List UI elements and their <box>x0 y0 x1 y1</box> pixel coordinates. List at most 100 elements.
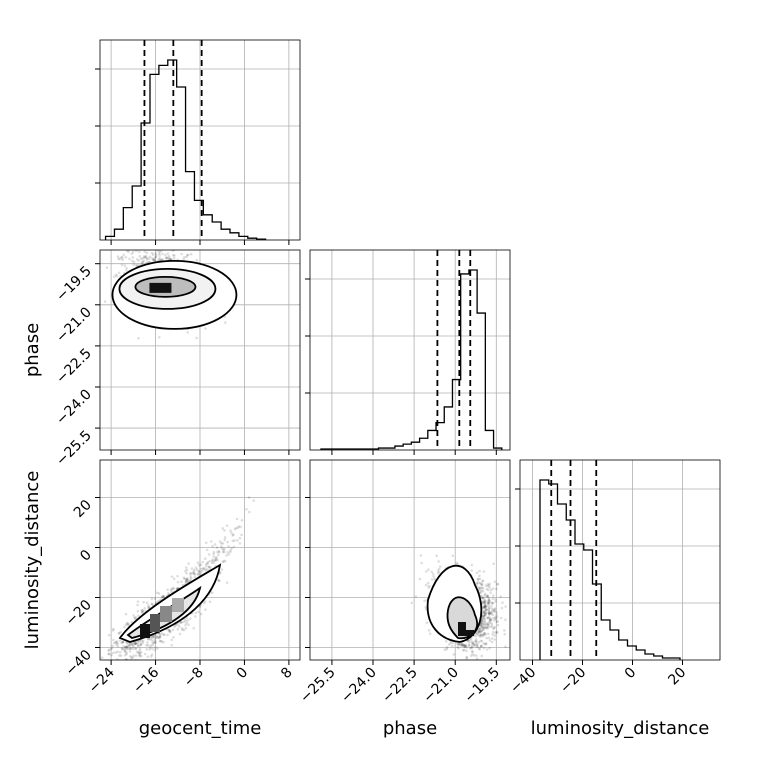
scatter-point <box>487 607 491 610</box>
scatter-point <box>137 614 140 618</box>
scatter-point <box>491 597 495 600</box>
scatter-point <box>487 606 491 609</box>
scatter-point <box>216 550 219 554</box>
scatter-point <box>185 578 189 582</box>
scatter-point <box>479 586 482 590</box>
scatter-point <box>124 658 128 660</box>
scatter-point <box>490 640 494 644</box>
scatter-point <box>115 643 118 646</box>
scatter-point <box>140 610 144 614</box>
scatter-point <box>487 612 491 615</box>
scatter-point <box>237 525 241 528</box>
scatter-point <box>229 548 233 552</box>
scatter-point <box>133 642 137 646</box>
scatter-point <box>484 605 487 609</box>
scatter-point <box>199 572 202 576</box>
scatter-point <box>484 624 488 627</box>
scatter-points-geocent_time-vs-luminosity_distance <box>100 496 255 660</box>
scatter-point <box>149 635 153 639</box>
scatter-point <box>182 576 186 580</box>
scatter-point <box>495 582 499 586</box>
scatter-point <box>218 540 222 543</box>
scatter-point <box>460 642 463 646</box>
scatter-point <box>490 601 494 605</box>
scatter-point <box>147 606 150 609</box>
scatter-point <box>478 630 481 634</box>
scatter-point <box>154 253 158 257</box>
scatter-point <box>134 642 138 646</box>
scatter-point <box>239 525 242 529</box>
scatter-point <box>484 611 488 615</box>
scatter-point <box>432 575 435 578</box>
hist-frame-luminosity_distance <box>520 460 720 660</box>
scatter-point <box>492 626 495 630</box>
scatter-point <box>480 583 484 587</box>
scatter-point <box>423 599 426 603</box>
scatter-point <box>425 621 429 624</box>
scatter-point <box>478 577 482 581</box>
scatter-point <box>455 561 459 565</box>
scatter-point <box>474 634 478 638</box>
scatter-point <box>151 258 155 262</box>
scatter-point <box>201 245 204 248</box>
scatter-point <box>470 640 473 643</box>
scatter-point <box>485 636 489 640</box>
scatter-point <box>479 633 483 636</box>
scatter-point <box>449 641 452 645</box>
scatter-point <box>495 630 499 634</box>
scatter-point <box>495 620 499 624</box>
scatter-point <box>503 629 506 632</box>
scatter-point <box>141 260 144 264</box>
scatter-point <box>475 581 479 585</box>
scatter-point <box>189 578 192 581</box>
scatter-point <box>499 595 502 598</box>
scatter-point <box>487 609 491 613</box>
scatter-point <box>465 649 468 653</box>
scatter-point <box>170 638 173 642</box>
scatter-point <box>138 654 142 657</box>
scatter-point <box>470 645 473 649</box>
scatter-point <box>148 648 151 651</box>
x-tick-label: −16 <box>130 664 162 696</box>
scatter-point <box>194 615 197 618</box>
hist-step-phase <box>320 269 503 450</box>
scatter-point <box>482 632 486 635</box>
scatter-point <box>149 637 152 641</box>
scatter-point <box>199 612 203 616</box>
scatter-point <box>125 645 128 649</box>
scatter-point <box>189 576 193 580</box>
scatter-point <box>496 620 499 623</box>
scatter-point <box>150 639 154 642</box>
scatter-point <box>231 534 235 537</box>
scatter-point <box>167 628 171 632</box>
scatter-point <box>176 628 180 631</box>
scatter-point <box>143 607 147 610</box>
scatter-point <box>166 633 169 637</box>
scatter-point <box>483 603 487 607</box>
scatter-point <box>158 635 161 639</box>
scatter-point <box>482 626 486 629</box>
scatter-point <box>110 646 114 650</box>
scatter-point <box>483 610 486 613</box>
scatter-point <box>479 635 482 639</box>
scatter-point <box>120 256 123 259</box>
scatter-point <box>490 609 494 613</box>
scatter-point <box>504 645 507 649</box>
scatter-point <box>221 542 225 545</box>
scatter-point <box>125 652 128 656</box>
scatter-point <box>471 641 474 645</box>
scatter-point <box>161 595 164 598</box>
scatter-point <box>240 518 244 522</box>
scatter-point <box>468 646 472 650</box>
scatter-point <box>168 629 171 633</box>
scatter-point <box>252 499 255 502</box>
scatter-point <box>223 550 226 554</box>
scatter-point <box>137 651 141 654</box>
scatter-point <box>152 641 156 645</box>
x-tick-label: −8 <box>181 665 207 691</box>
scatter-point <box>126 644 130 648</box>
scatter-point <box>235 517 239 521</box>
scatter-point <box>483 643 487 646</box>
scatter-point <box>160 632 164 635</box>
density-mid <box>160 606 172 622</box>
